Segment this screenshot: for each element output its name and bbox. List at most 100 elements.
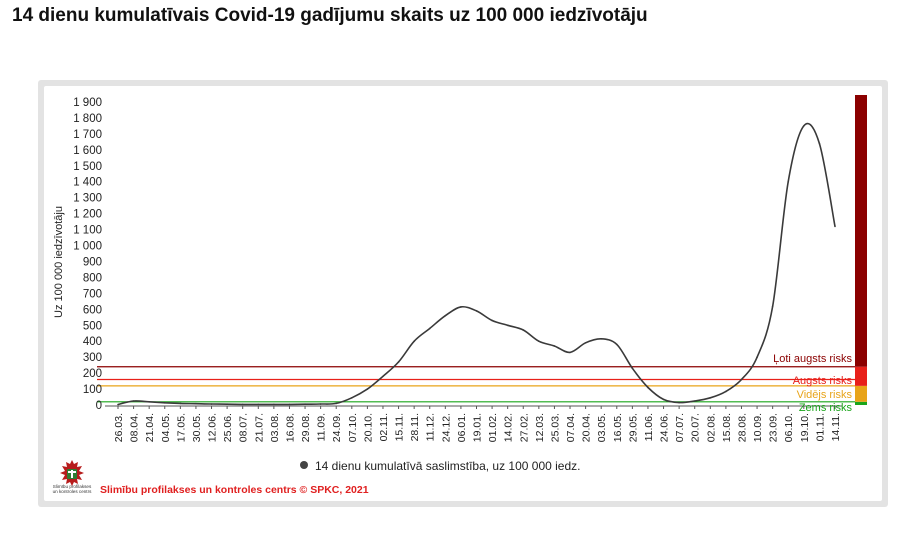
chart-legend: 14 dienu kumulatīvā saslimstība, uz 100 …: [300, 459, 581, 473]
data-point: [834, 225, 836, 228]
x-tick-label: 07.04.: [565, 413, 577, 442]
data-point: [709, 397, 712, 399]
y-tick-label: 400: [83, 336, 102, 348]
x-tick-label: 19.01.: [472, 413, 484, 442]
data-point: [647, 386, 649, 389]
y-tick-label: 1 400: [73, 177, 102, 189]
x-tick-label: 07.07.: [674, 413, 686, 442]
x-tick-label: 02.11.: [378, 413, 390, 441]
data-point: [569, 351, 571, 354]
y-tick-label: 300: [83, 352, 102, 364]
data-point: [460, 306, 462, 308]
threshold-label: Augsts risks: [793, 375, 853, 387]
x-tick-label: 02.08.: [705, 413, 717, 442]
x-tick-label: 11.09.: [316, 413, 328, 441]
x-tick-label: 20.07.: [690, 413, 702, 442]
x-tick-label: 07.10.: [347, 413, 359, 442]
data-point: [756, 356, 758, 358]
data-point: [195, 402, 197, 405]
x-tick-label: 01.11.: [814, 413, 826, 441]
threshold-label: Ļoti augsts risks: [773, 353, 852, 365]
threshold-lines: [97, 366, 855, 403]
x-axis-ticks: 26.03. 08.04. 21.04. 04.05. 17.05. 30.05. 12.0…: [113, 406, 842, 442]
series-line-cases: [117, 122, 836, 406]
x-tick-label: 11.12.: [425, 413, 437, 441]
x-tick-label: 21.04.: [144, 413, 156, 442]
x-tick-label: 26.03.: [113, 413, 125, 442]
x-tick-label: 01.02.: [487, 413, 499, 442]
data-point: [226, 403, 228, 406]
footer-credit: Slimību profilakses un kontroles centrs …: [100, 484, 369, 496]
logo-caption: Slimību profilakses un kontroles centrs: [52, 484, 92, 494]
y-tick-label: 100: [83, 384, 102, 396]
x-tick-label: 23.09.: [768, 413, 780, 442]
data-point: [397, 361, 400, 363]
x-tick-label: 06.01.: [456, 413, 468, 442]
x-tick-label: 15.11.: [394, 413, 406, 441]
risk-band-0: [855, 401, 867, 405]
y-tick-label: 1 600: [73, 145, 102, 157]
data-point: [631, 367, 634, 370]
data-point: [787, 180, 790, 183]
data-point: [506, 324, 509, 327]
data-point: [319, 403, 322, 405]
data-point: [678, 401, 680, 404]
x-tick-label: 10.09.: [752, 413, 764, 442]
data-point: [132, 400, 135, 402]
risk-band-3: [855, 95, 867, 367]
data-point: [257, 403, 260, 406]
data-point: [803, 125, 805, 127]
y-tick-label: 1 300: [73, 193, 102, 205]
y-tick-label: 800: [83, 272, 102, 284]
x-tick-label: 16.08.: [284, 413, 296, 442]
y-tick-label: 0: [96, 400, 102, 412]
chart-card: [44, 86, 882, 501]
y-tick-label: 1 800: [73, 113, 102, 125]
page-title: 14 dienu kumulatīvais Covid-19 gadījumu …: [12, 5, 648, 26]
risk-band-2: [855, 366, 867, 386]
x-tick-label: 03.05.: [596, 413, 608, 442]
data-point: [163, 401, 166, 404]
data-point: [210, 403, 213, 405]
x-tick-label: 14.02.: [503, 413, 515, 442]
y-axis-label: Uz 100 000 iedzīvotāju: [53, 206, 65, 318]
x-tick-label: 12.06.: [207, 413, 219, 442]
x-tick-label: 12.03.: [534, 413, 546, 442]
x-tick-label: 30.05.: [191, 413, 203, 442]
data-point: [413, 340, 415, 343]
data-point: [538, 340, 540, 343]
legend-label: 14 dienu kumulatīvā saslimstība, uz 100 …: [315, 459, 581, 473]
threshold-label: Zems risks: [799, 402, 853, 414]
legend-marker-icon: [300, 461, 308, 469]
data-point: [740, 378, 743, 381]
series-points: [117, 125, 836, 406]
data-point: [615, 343, 618, 346]
x-tick-label: 27.02.: [518, 413, 530, 442]
y-tick-label: 1 000: [73, 241, 102, 253]
data-point: [818, 142, 821, 145]
data-point: [335, 402, 338, 405]
x-tick-label: 29.08.: [300, 413, 312, 442]
x-tick-label: 24.06.: [659, 413, 671, 442]
x-tick-label: 06.10.: [783, 413, 795, 442]
x-tick-label: 04.05.: [160, 413, 172, 442]
x-tick-label: 24.12.: [440, 413, 452, 442]
data-point: [117, 403, 119, 406]
data-point: [148, 401, 150, 403]
spkc-crest-icon: [60, 460, 84, 486]
x-tick-label: 20.04.: [581, 413, 593, 442]
data-point: [600, 338, 602, 340]
y-axis-ticks: 0 100 200 300 400 500 600 700 800 900 1 000 1 100 1 …: [73, 97, 102, 412]
data-point: [179, 402, 182, 405]
data-point: [351, 397, 353, 399]
y-tick-label: 700: [83, 288, 102, 300]
data-point: [241, 403, 244, 406]
y-tick-label: 500: [83, 320, 102, 332]
x-tick-label: 14.11.: [830, 413, 842, 441]
risk-bands: [855, 95, 867, 405]
data-point: [584, 342, 587, 344]
x-tick-label: 25.03.: [549, 413, 561, 442]
x-tick-label: 08.07.: [238, 413, 250, 442]
